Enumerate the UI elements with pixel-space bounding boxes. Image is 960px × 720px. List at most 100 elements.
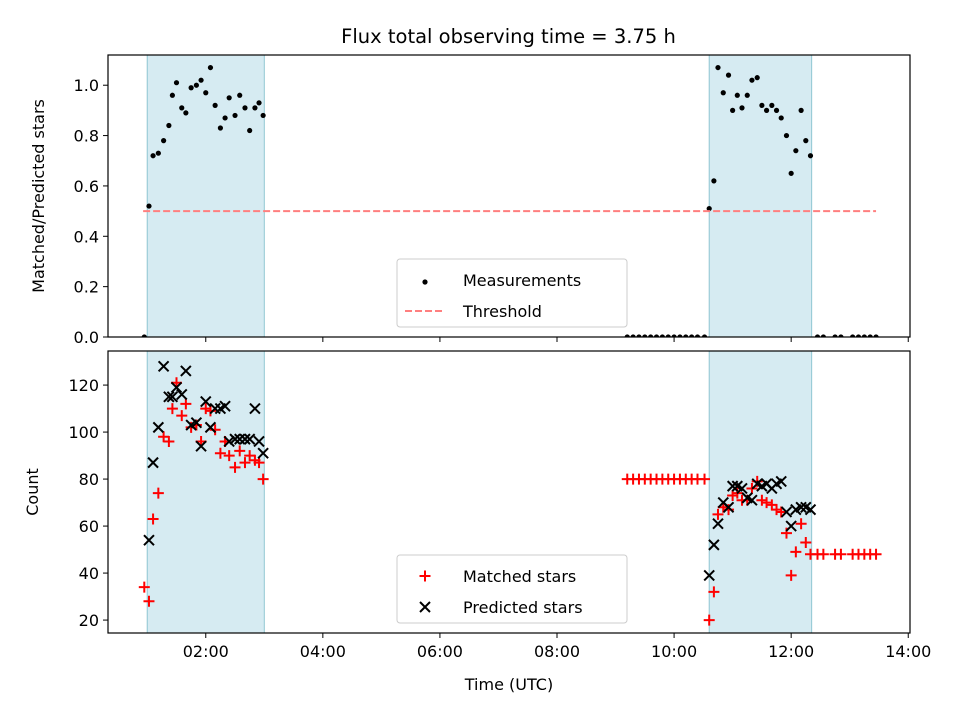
top-measurements-point xyxy=(754,75,760,81)
bottom-ytick-label: 40 xyxy=(79,564,99,583)
top-legend-box xyxy=(396,258,628,328)
bottom-matched-stars-point xyxy=(176,410,188,422)
top-measurements-point xyxy=(226,95,232,101)
bottom-matched-stars-point xyxy=(152,487,164,499)
bottom-matched-stars-point xyxy=(143,595,155,607)
top-measurements-point xyxy=(173,80,180,86)
bottom-legend-label: Predicted stars xyxy=(463,598,583,617)
top-measurements-point xyxy=(788,170,794,176)
top-measurements-point xyxy=(671,334,677,337)
bottom-matched-stars-point xyxy=(790,546,802,558)
top-measurements-point xyxy=(659,334,665,337)
bottom-matched-stars-point xyxy=(712,508,724,520)
top-measurements-point xyxy=(783,132,790,139)
bottom-ytick-label: 80 xyxy=(79,470,99,489)
bottom-xlabel: Time (UTC) xyxy=(464,675,553,694)
bottom-axes-frame xyxy=(107,350,911,634)
bottom-matched-stars-point xyxy=(234,445,246,457)
top-measurements-point xyxy=(739,105,745,111)
bottom-matched-stars-point xyxy=(800,537,812,549)
top-legend-label: Measurements xyxy=(463,271,581,290)
bottom-shaded-interval-1 xyxy=(709,351,812,633)
bottom-plot-area xyxy=(138,351,882,633)
top-measurements-point xyxy=(155,150,161,156)
top-measurements-point xyxy=(706,205,712,212)
top-measurements-point xyxy=(252,105,258,111)
top-measurements-point xyxy=(763,107,770,113)
top-legend-marker xyxy=(422,279,428,285)
top-measurements-point xyxy=(188,85,194,91)
bottom-matched-stars-point xyxy=(775,506,787,518)
bottom-predicted-stars-point xyxy=(726,480,739,492)
top-ytick-label: 0.6 xyxy=(74,177,99,196)
top-plot-area xyxy=(141,55,879,337)
top-measurements-point xyxy=(256,100,262,106)
top-measurements-point xyxy=(217,125,223,131)
bottom-ytick-label: 120 xyxy=(68,376,99,395)
top-measurements-point xyxy=(769,102,775,108)
bottom-predicted-stars-point xyxy=(722,501,735,513)
bottom-matched-stars-point xyxy=(223,450,235,462)
bottom-xtick-label: 12:00 xyxy=(768,642,814,661)
top-ytick-label: 0.0 xyxy=(74,328,99,347)
top-measurements-point xyxy=(778,115,784,121)
top-measurements-point xyxy=(146,203,152,209)
top-measurements-point xyxy=(141,334,147,337)
top-measurements-point xyxy=(694,334,701,337)
top-axes-frame xyxy=(107,54,911,338)
top-measurements-point xyxy=(161,138,167,144)
top-measurements-point xyxy=(749,77,755,83)
top-measurements-point xyxy=(855,334,862,337)
top-measurements-point xyxy=(734,92,740,98)
top-measurements-point xyxy=(861,334,867,337)
top-measurements-point xyxy=(820,334,826,337)
bottom-predicted-stars-point xyxy=(712,518,724,530)
bottom-predicted-stars-point xyxy=(223,435,235,448)
top-measurements-point xyxy=(212,102,218,108)
top-shaded-interval-1 xyxy=(709,55,812,337)
bottom-predicted-stars-point xyxy=(143,534,155,546)
bottom-predicted-stars-point xyxy=(195,440,207,452)
top-ytick-label: 0.2 xyxy=(74,278,99,297)
top-measurements-point xyxy=(636,334,642,337)
bottom-matched-stars-point xyxy=(138,581,150,593)
bottom-predicted-stars-point xyxy=(147,456,159,469)
bottom-matched-stars-point xyxy=(766,499,778,511)
bottom-matched-stars-point xyxy=(703,614,715,626)
bottom-predicted-stars-point xyxy=(166,391,179,403)
top-measurements-point xyxy=(242,105,248,111)
bottom-predicted-stars-point xyxy=(152,421,165,434)
top-legend-label: Threshold xyxy=(462,302,542,321)
bottom-predicted-stars-point xyxy=(780,506,793,518)
bottom-predicted-stars-point xyxy=(703,569,715,582)
bottom-matched-stars-point xyxy=(200,403,212,415)
panel-top: 0.0 0.2 0.4 0.6 0.8 1.0 Matched/Predicted star… xyxy=(29,54,911,347)
top-measurements-point xyxy=(166,122,172,129)
bottom-predicted-stars-point xyxy=(180,365,192,377)
bottom-predicted-stars-point xyxy=(170,381,183,394)
bottom-predicted-stars-point xyxy=(219,400,231,412)
top-measurements-point xyxy=(798,107,804,113)
top-measurements-point xyxy=(838,334,844,337)
bottom-matched-stars-point xyxy=(785,569,797,581)
top-measurements-point xyxy=(867,334,873,337)
top-measurements-point xyxy=(711,178,717,184)
bottom-predicted-stars-point xyxy=(253,435,265,448)
bottom-predicted-stars-point xyxy=(157,360,170,372)
top-measurements-point xyxy=(193,82,199,88)
bottom-matched-stars-point xyxy=(180,398,192,410)
bottom-matched-stars-point xyxy=(835,548,847,560)
top-measurements-point xyxy=(232,112,238,119)
bottom-predicted-stars-point xyxy=(736,482,748,495)
bottom-predicted-stars-point xyxy=(239,433,251,445)
top-measurements-point xyxy=(720,90,726,96)
bottom-predicted-stars-point xyxy=(708,539,720,551)
top-measurements-point xyxy=(814,334,821,337)
top-measurements-point xyxy=(793,148,799,154)
bottom-matched-stars-point xyxy=(817,548,829,560)
top-shaded-interval-0 xyxy=(147,55,265,337)
bottom-matched-stars-point xyxy=(756,494,768,506)
bottom-matched-stars-point xyxy=(158,431,170,443)
bottom-predicted-stars-point xyxy=(200,395,212,408)
top-measurements-point xyxy=(873,334,879,337)
